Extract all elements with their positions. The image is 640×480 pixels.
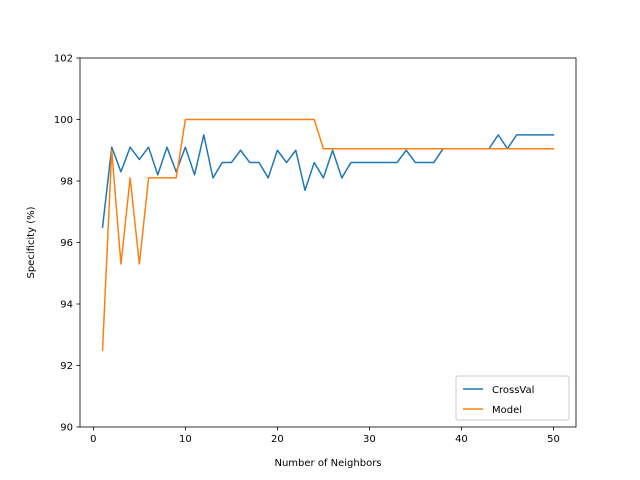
x-axis-label: Number of Neighbors bbox=[274, 458, 381, 469]
y-tick-label: 94 bbox=[60, 300, 73, 311]
series-line-model bbox=[101, 118, 555, 351]
y-tick-label: 102 bbox=[54, 54, 73, 65]
legend-box bbox=[455, 375, 570, 421]
x-axis-ticks: 0 10 20 30 40 50 bbox=[90, 427, 560, 445]
legend-label-crossval: CrossVal bbox=[492, 385, 534, 396]
x-tick-label: 50 bbox=[547, 434, 560, 445]
legend-label-model: Model bbox=[492, 405, 522, 416]
x-tick-label: 0 bbox=[90, 434, 96, 445]
y-tick-label: 90 bbox=[60, 423, 73, 434]
y-tick-label: 96 bbox=[60, 238, 73, 249]
x-tick-label: 40 bbox=[455, 434, 468, 445]
series-layer bbox=[101, 118, 555, 351]
y-tick-label: 98 bbox=[60, 177, 73, 188]
x-tick-label: 10 bbox=[179, 434, 192, 445]
legend: CrossVal Model bbox=[455, 375, 570, 421]
y-axis-ticks: 90 92 94 96 98 100 102 bbox=[54, 54, 80, 434]
y-axis-label: Specificity (%) bbox=[26, 206, 37, 278]
y-tick-label: 100 bbox=[54, 115, 73, 126]
x-tick-label: 20 bbox=[271, 434, 284, 445]
y-tick-label: 92 bbox=[60, 361, 73, 372]
x-tick-label: 30 bbox=[363, 434, 376, 445]
